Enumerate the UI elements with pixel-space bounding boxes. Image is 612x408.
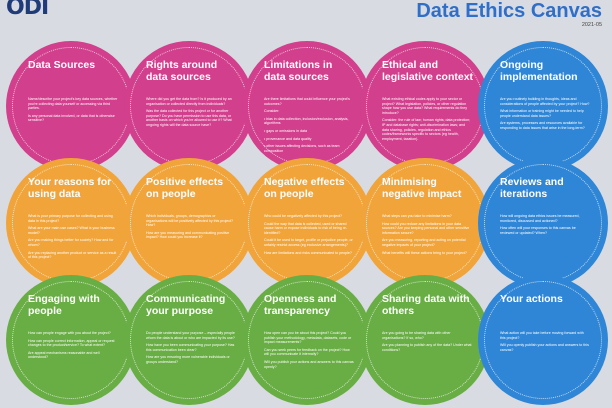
section-body: How will ongoing data ethics issues be m… [500, 214, 590, 238]
section-your-reasons-for-using-data: Your reasons for using data What is your… [6, 158, 136, 288]
section-text: • other issues affecting decisions, such… [264, 144, 340, 153]
section-text: Name/describe your project's key data so… [28, 97, 118, 111]
section-title: Engaging with people [28, 293, 100, 317]
section-minimising-negative-impact: Minimising negative impact What steps ca… [360, 158, 490, 288]
section-text: How will ongoing data ethics issues be m… [500, 214, 580, 223]
section-text: How could you reduce any limitations in … [382, 221, 470, 235]
section-text: How can people correct information, appe… [28, 338, 115, 348]
section-body: Name/describe your project's key data so… [28, 97, 118, 126]
section-text: How have you been communicating your pur… [146, 343, 235, 352]
section-negative-effects-on-people: Negative effects on people Who could be … [242, 158, 372, 288]
section-text: Are you going to be sharing data with ot… [382, 331, 451, 340]
section-your-actions: Your actions What action will you take b… [478, 275, 608, 405]
section-title: Limitations in data sources [264, 59, 333, 83]
section-text: Will you publish your actions and answer… [264, 359, 354, 369]
section-text: What benefits will these actions bring t… [382, 250, 467, 255]
section-text: Are you routinely building in thoughts, … [500, 97, 590, 106]
section-ongoing-implementation: Ongoing implementation Are you routinely… [478, 41, 608, 171]
section-title: Communicating your purpose [146, 293, 226, 317]
version-label: 2021-05 [581, 22, 602, 28]
section-text: Where did you get the data from? Is it p… [146, 97, 232, 106]
section-text: Are you measuring, reporting and acting … [382, 238, 466, 247]
section-body: Are you routinely building in thoughts, … [500, 97, 590, 134]
section-text: Are appeal mechanisms reasonable and wel… [28, 350, 100, 360]
section-sharing-data-with-others: Sharing data with others Are you going t… [360, 275, 490, 405]
section-body: What is your primary purpose for collect… [28, 214, 118, 263]
section-reviews-and-iterations: Reviews and iterations How will ongoing … [478, 158, 608, 288]
section-text: How often will your responses to this ca… [500, 226, 576, 235]
section-text: Are there limitations that could influen… [264, 97, 350, 106]
section-limitations-in-data-sources: Limitations in data sources Are there li… [242, 41, 372, 171]
section-title: Openness and transparency [264, 293, 337, 317]
section-body: Do people understand your purpose – espe… [146, 331, 236, 368]
section-text: Which individuals, groups, demographics … [146, 214, 234, 228]
section-engaging-with-people: Engaging with people How can people enga… [6, 275, 136, 405]
section-body: Who could be negatively affected by this… [264, 214, 354, 258]
section-text: What action will you take before moving … [500, 331, 584, 340]
section-text: Are you planning to publish any of the d… [382, 343, 472, 352]
section-text: Will you openly publish your actions and… [500, 343, 589, 352]
section-text: Are you replacing another product or ser… [28, 250, 117, 260]
section-title: Sharing data with others [382, 293, 470, 317]
section-title: Minimising negative impact [382, 176, 462, 200]
section-positive-effects-on-people: Positive effects on people Which individ… [124, 158, 254, 288]
section-body: What action will you take before moving … [500, 331, 590, 355]
section-text: Could the way that data is collected, us… [264, 221, 348, 235]
section-text: Consider: [264, 109, 280, 114]
section-text: What information or training might be ne… [500, 109, 584, 118]
section-text: How can people engage with you about the… [28, 331, 111, 335]
section-title: Negative effects on people [264, 176, 345, 200]
section-communicating-your-purpose: Communicating your purpose Do people und… [124, 275, 254, 405]
section-body: What existing ethical codes apply to you… [382, 97, 472, 144]
section-text: • bias in data collection, inclusion/exc… [264, 116, 349, 126]
section-text: What is your primary purpose for collect… [28, 214, 113, 223]
section-text: Can you seek peers for feedback on the p… [264, 347, 350, 357]
section-rights-around-data-sources: Rights around data sources Where did you… [124, 41, 254, 171]
section-title: Your actions [500, 293, 563, 305]
page-title: Data Ethics Canvas [416, 0, 602, 22]
section-body: How can people engage with you about the… [28, 331, 118, 363]
section-text: Could it be used to target, profile or p… [264, 238, 353, 247]
section-title: Ethical and legislative context [382, 59, 474, 83]
section-data-sources: Data Sources Name/describe your project'… [6, 41, 136, 171]
section-title: Ongoing implementation [500, 59, 578, 83]
section-body: How open can you be about this project? … [264, 331, 354, 372]
header: ODI Data Ethics Canvas 2021-05 [0, 0, 612, 38]
section-body: What steps can you take to minimise harm… [382, 214, 472, 258]
section-title: Rights around data sources [146, 59, 218, 83]
section-text: Consider: the rule of law; human rights;… [382, 118, 471, 141]
section-text: Who could be negatively affected by this… [264, 214, 343, 218]
section-text: Are you making things better for society… [28, 238, 114, 247]
odi-logo: ODI [6, 0, 49, 16]
section-body: Are you going to be sharing data with ot… [382, 331, 472, 355]
section-body: Are there limitations that could influen… [264, 97, 354, 156]
section-text: How open can you be about this project? … [264, 331, 352, 345]
section-text: What are your main use cases? What is yo… [28, 226, 115, 235]
section-openness-and-transparency: Openness and transparency How open can y… [242, 275, 372, 405]
section-text: What existing ethical codes apply to you… [382, 97, 468, 115]
section-ethical-and-legislative-context: Ethical and legislative context What exi… [360, 41, 490, 171]
section-text: How are you ensuring more vulnerable ind… [146, 355, 230, 364]
section-title: Positive effects on people [146, 176, 224, 200]
section-text: Is any personal data involved, or data t… [28, 113, 115, 123]
section-text: Are systems, processes and resources ava… [500, 121, 585, 130]
section-text: • provenance and data quality [264, 136, 312, 141]
section-text: How are limitations and risks communicat… [264, 250, 352, 255]
section-text: What steps can you take to minimise harm… [382, 214, 452, 218]
section-title: Data Sources [28, 59, 96, 71]
section-text: How are you measuring and communicating … [146, 230, 230, 240]
section-title: Your reasons for using data [28, 176, 112, 200]
section-text: • gaps or omissions in data [264, 128, 308, 133]
canvas-grid: Data Sources Name/describe your project'… [0, 36, 612, 408]
section-text: Do people understand your purpose – espe… [146, 331, 235, 340]
section-body: Which individuals, groups, demographics … [146, 214, 236, 243]
section-title: Reviews and iterations [500, 176, 564, 200]
section-body: Where did you get the data from? Is it p… [146, 97, 236, 131]
section-text: Was the data collected for this project … [146, 109, 232, 127]
